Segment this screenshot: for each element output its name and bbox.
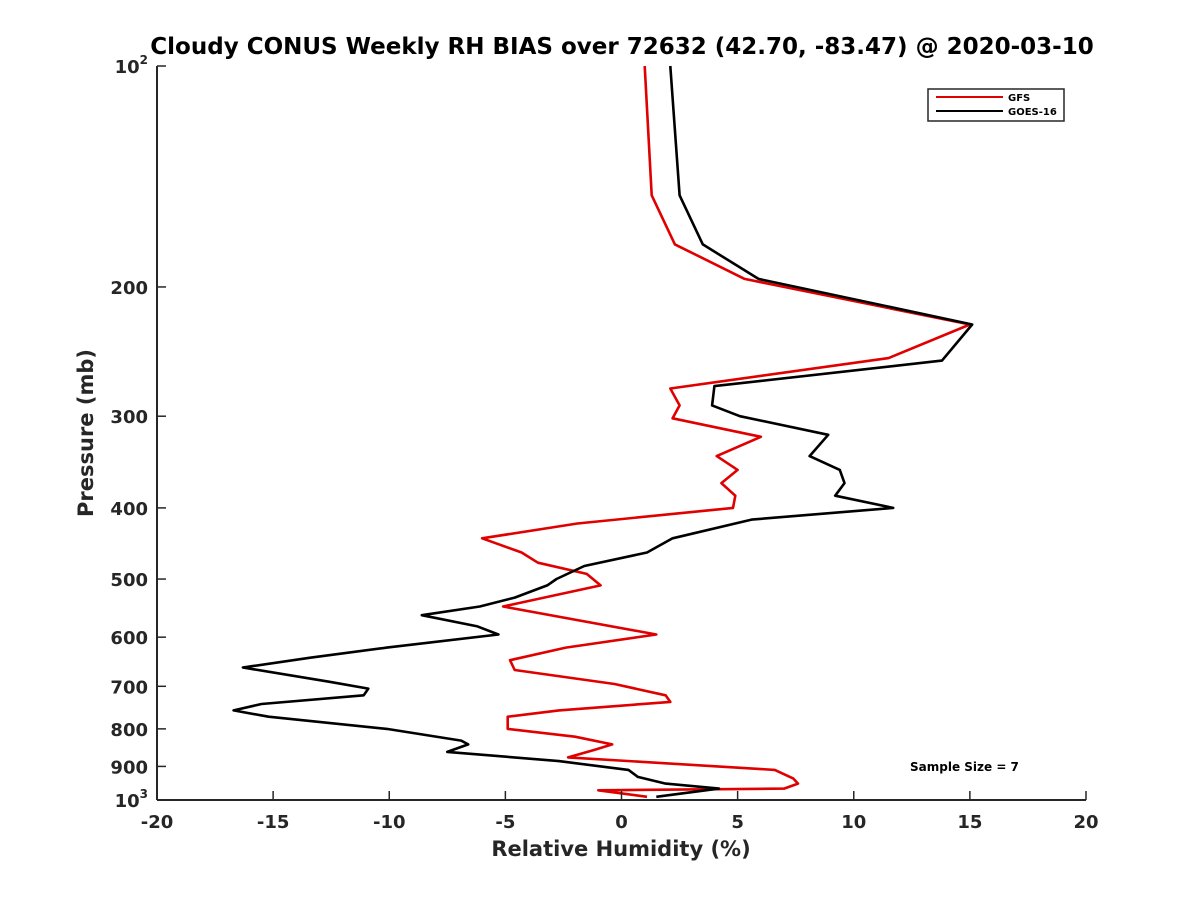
y-tick-label: 300 — [110, 407, 148, 428]
y-tick-label: 800 — [110, 720, 148, 741]
legend-label-goes-16: GOES-16 — [1008, 107, 1057, 118]
y-tick-label: 600 — [110, 628, 148, 649]
x-axis-label: Relative Humidity (%) — [491, 837, 750, 861]
y-tick-label: 900 — [110, 757, 148, 778]
x-tick-label: -5 — [495, 812, 515, 833]
y-tick-label: 200 — [110, 278, 148, 299]
chart-title: Cloudy CONUS Weekly RH BIAS over 72632 (… — [150, 34, 1093, 60]
x-tick-label: 15 — [957, 812, 982, 833]
x-tick-label: -20 — [141, 812, 174, 833]
legend: GFS GOES-16 — [927, 88, 1065, 122]
x-ticks: -20 -15 -10 -5 0 5 10 15 20 — [141, 791, 1099, 833]
y-tick-label: 500 — [110, 570, 148, 591]
x-tick-label: 10 — [841, 812, 866, 833]
series-layer — [232, 65, 974, 799]
series-line-gfs — [480, 65, 972, 799]
x-tick-label: -15 — [257, 812, 290, 833]
sample-size-annotation: Sample Size = 7 — [910, 760, 1019, 774]
plot-area — [157, 66, 1086, 800]
x-tick-label: 5 — [731, 812, 744, 833]
legend-label-gfs: GFS — [1008, 93, 1030, 104]
y-tick-label: 700 — [110, 677, 148, 698]
y-axis-label: Pressure (mb) — [74, 349, 98, 517]
x-tick-label: 20 — [1073, 812, 1098, 833]
series-line-goes-16 — [232, 65, 974, 799]
legend-box — [927, 88, 1065, 122]
x-tick-label: 0 — [615, 812, 628, 833]
y-tick-label: 400 — [110, 499, 148, 520]
x-tick-label: -10 — [373, 812, 406, 833]
